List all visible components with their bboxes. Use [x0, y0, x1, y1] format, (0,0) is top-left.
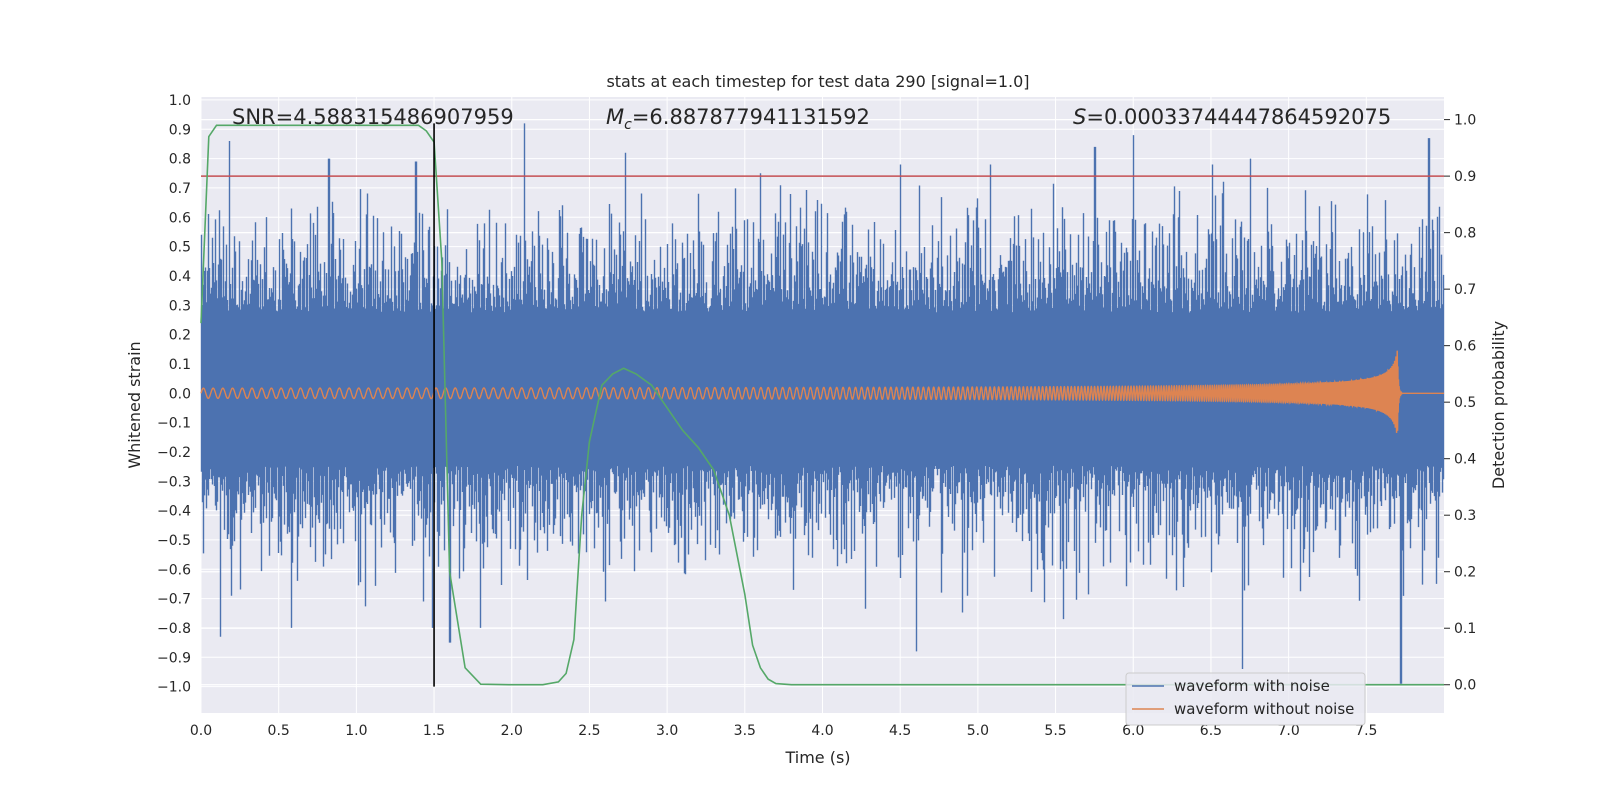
y-right-tick-label-4: 0.6	[1454, 339, 1476, 355]
x-tick-label-15: 7.5	[1355, 723, 1377, 739]
x-tick-label-5: 2.5	[578, 723, 600, 739]
x-tick-label-1: 0.5	[268, 723, 290, 739]
x-tick-label-3: 1.5	[423, 723, 445, 739]
y-right-tick-label-2: 0.8	[1454, 226, 1476, 242]
y-left-tick-label-16: −0.6	[157, 562, 191, 578]
y-left-tick-label-14: −0.4	[157, 504, 191, 520]
series-waveform-without-noise	[200, 350, 1444, 434]
x-tick-label-4: 2.0	[501, 723, 523, 739]
x-tick-label-11: 5.5	[1044, 723, 1066, 739]
y-left-tick-label-4: 0.6	[169, 210, 191, 226]
legend-label-clean: waveform without noise	[1174, 700, 1354, 718]
axes: 0.0 0.5 1.0 1.5 2.0 2.5 3.0 3.5 4.0 4.5 5.0 5.5 6.0 6…	[157, 93, 1476, 739]
y-left-tick-label-1: 0.9	[169, 122, 191, 138]
y-right-tick-label-8: 0.2	[1454, 565, 1476, 581]
s-value: =0.00033744447864592075	[1086, 105, 1391, 129]
y-left-tick-label-7: 0.3	[169, 298, 191, 314]
legend-label-noise: waveform with noise	[1174, 677, 1330, 695]
y-left-tick-label-9: 0.1	[169, 357, 191, 373]
x-tick-label-2: 1.0	[345, 723, 367, 739]
y-left-tick-label-13: −0.3	[157, 474, 191, 490]
y-right-tick-label-6: 0.4	[1454, 452, 1476, 468]
y-left-tick-label-5: 0.5	[169, 240, 191, 256]
y-right-tick-label-10: 0.0	[1454, 678, 1476, 694]
y-right-tick-label-1: 0.9	[1454, 169, 1476, 185]
chirp-mass-symbol: M	[606, 105, 624, 129]
y-left-tick-label-19: −0.9	[157, 650, 191, 666]
y-left-tick-label-2: 0.8	[169, 152, 191, 168]
chart-title: stats at each timestep for test data 290…	[606, 72, 1029, 91]
y-right-tick-label-9: 0.1	[1454, 621, 1476, 637]
x-tick-label-0: 0.0	[190, 723, 212, 739]
y-left-tick-label-12: −0.2	[157, 445, 191, 461]
y-right-tick-label-3: 0.7	[1454, 282, 1476, 298]
s-symbol: S	[1073, 105, 1086, 129]
x-tick-label-9: 4.5	[889, 723, 911, 739]
y-axis-label-right: Detection probability	[1489, 321, 1508, 489]
y-axis-label-left: Whitened strain	[125, 341, 144, 468]
legend-box	[1125, 672, 1366, 726]
chirp-mass-subscript: c	[624, 117, 632, 133]
series-layer	[200, 123, 1445, 687]
y-right-tick-label-0: 1.0	[1454, 113, 1476, 129]
x-tick-label-7: 3.5	[734, 723, 756, 739]
legend: waveform with noise waveform without noi…	[1125, 672, 1366, 726]
y-left-tick-label-18: −0.8	[157, 621, 191, 637]
y-right-tick-label-5: 0.5	[1454, 395, 1476, 411]
chirp-mass-annotation: Mc=6.887877941131592	[606, 105, 870, 133]
x-tick-label-12: 6.0	[1122, 723, 1144, 739]
y-left-tick-label-20: −1.0	[157, 680, 191, 696]
y-left-tick-label-17: −0.7	[157, 592, 191, 608]
y-left-tick-label-8: 0.2	[169, 328, 191, 344]
y-left-tick-label-11: −0.1	[157, 416, 191, 432]
chirp-mass-value: =6.887877941131592	[632, 105, 870, 129]
x-tick-label-10: 5.0	[967, 723, 989, 739]
series-detection-probability	[200, 124, 1444, 686]
s-annotation: S=0.00033744447864592075	[1073, 105, 1391, 129]
y-left-tick-label-3: 0.7	[169, 181, 191, 197]
y-left-tick-label-6: 0.4	[169, 269, 191, 285]
x-tick-label-8: 4.0	[811, 723, 833, 739]
x-tick-label-6: 3.0	[656, 723, 678, 739]
snr-annotation: SNR=4.588315486907959	[232, 105, 514, 129]
y-left-tick-label-0: 1.0	[169, 93, 191, 109]
x-tick-label-14: 7.0	[1277, 723, 1299, 739]
x-axis-label: Time (s)	[784, 748, 850, 767]
y-left-tick-label-15: −0.5	[157, 533, 191, 549]
y-right-tick-label-7: 0.3	[1454, 508, 1476, 524]
y-left-tick-label-10: 0.0	[169, 386, 191, 402]
x-tick-label-13: 6.5	[1200, 723, 1222, 739]
